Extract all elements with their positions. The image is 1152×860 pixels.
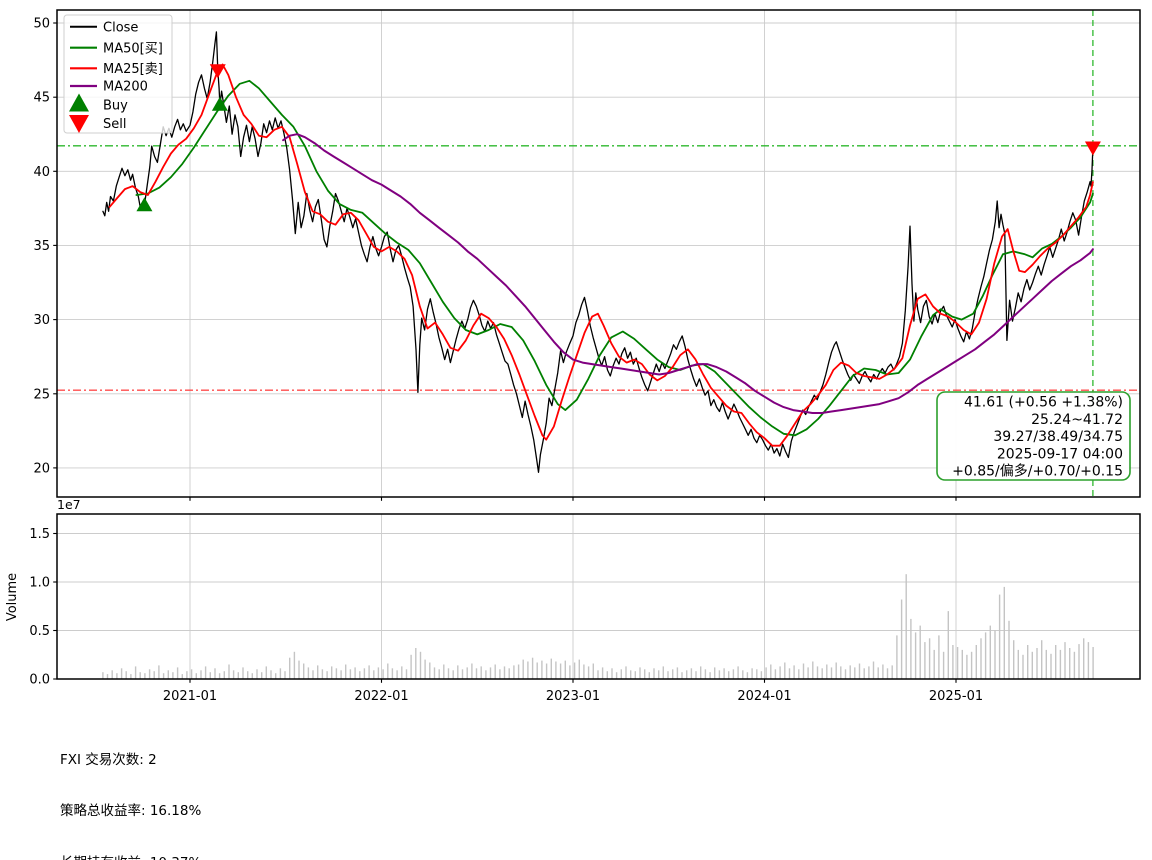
volume-plot-frame <box>56 513 1141 680</box>
legend-label: Sell <box>103 117 126 132</box>
annotation-line: 25.24~41.72 <box>1031 412 1123 428</box>
y-tick-label: 30 <box>33 313 50 328</box>
x-tick-label: 2023-01 <box>546 689 600 704</box>
annotation-line: +0.85/偏多/+0.70/+0.15 <box>952 463 1123 480</box>
y-tick-label: 25 <box>33 387 50 402</box>
price-volume-chart: 20 25 30 35 40 45 50 0.0 0.5 1.0 1.5 2021-01 2022-01… <box>5 9 1141 705</box>
legend: Close MA50[买] MA25[卖] MA200 Buy Sell <box>63 14 173 134</box>
sell-markers <box>209 64 1101 156</box>
main-plot-frame <box>56 9 1141 498</box>
annotation-line: 2025-09-17 04:00 <box>997 446 1123 462</box>
y-tick-label: 40 <box>33 165 50 180</box>
volume-bars <box>102 574 1094 680</box>
y-tick-label: 50 <box>33 17 50 32</box>
annotation-line: 41.61 (+0.56 +1.38%) <box>964 395 1123 411</box>
volume-offset-text: 1e7 <box>57 497 81 512</box>
volume-tick-label: 1.5 <box>29 527 50 542</box>
volume-tick-label: 0.5 <box>29 624 50 639</box>
gridlines <box>57 10 1140 680</box>
stats-line-trade-count: FXI 交易次数: 2 <box>60 751 157 768</box>
legend-label: MA200 <box>103 80 148 95</box>
annotation-box: 41.61 (+0.56 +1.38%)25.24~41.7239.27/38.… <box>936 391 1131 481</box>
ma25-line <box>108 63 1094 447</box>
legend-label: Buy <box>103 99 128 114</box>
x-tick-label: 2021-01 <box>163 689 217 704</box>
volume-tick-label: 1.0 <box>29 576 50 591</box>
axis-ticks-and-labels: 20 25 30 35 40 45 50 0.0 0.5 1.0 1.5 2021-01 2022-01… <box>5 17 983 705</box>
buy-markers <box>136 96 228 212</box>
y-tick-label: 20 <box>33 461 50 476</box>
strategy-stats: FXI 交易次数: 2 策略总收益率: 16.18% 长期持有收益: 10.37… <box>60 717 506 860</box>
y-tick-label: 45 <box>33 91 50 106</box>
legend-label: MA25[卖] <box>103 62 163 77</box>
annotation-line: 39.27/38.49/34.75 <box>993 429 1123 445</box>
ma200-line <box>282 133 1094 414</box>
x-tick-label: 2024-01 <box>737 689 791 704</box>
x-tick-label: 2025-01 <box>929 689 983 704</box>
stats-line-hold-return: 长期持有收益: 10.37% <box>60 855 506 860</box>
x-tick-label: 2022-01 <box>354 689 408 704</box>
ma50-line <box>135 79 1094 437</box>
volume-axis-label: Volume <box>5 573 20 621</box>
legend-label: Close <box>103 20 138 35</box>
volume-tick-label: 0.0 <box>29 673 50 688</box>
stats-line-strategy-return: 策略总收益率: 16.18% <box>60 803 202 820</box>
y-tick-label: 35 <box>33 239 50 254</box>
legend-label: MA50[买] <box>103 41 163 56</box>
close-line <box>102 31 1094 473</box>
